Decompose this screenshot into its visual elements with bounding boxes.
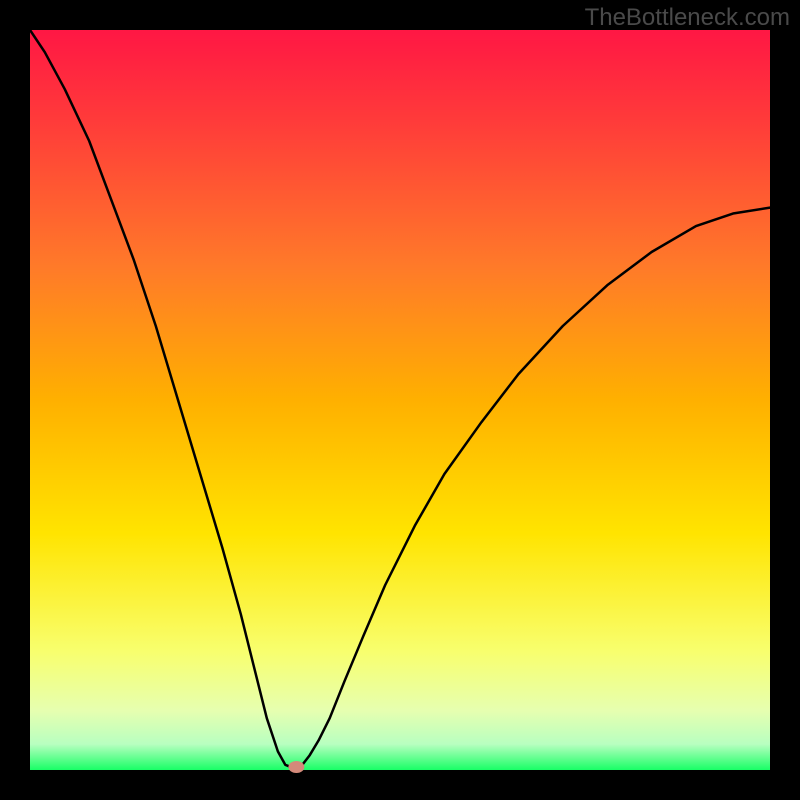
chart-canvas: [0, 0, 800, 800]
bottleneck-chart: TheBottleneck.com: [0, 0, 800, 800]
plot-background: [30, 30, 770, 770]
optimal-point-marker: [288, 761, 304, 773]
